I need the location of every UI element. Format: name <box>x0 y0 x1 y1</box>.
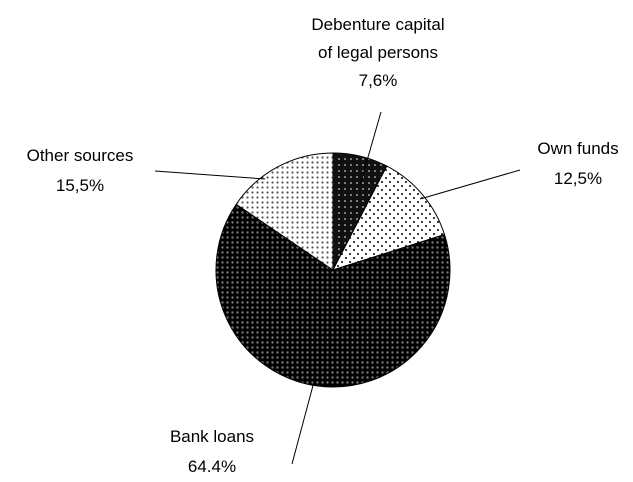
pie-slice-own-funds <box>332 165 446 271</box>
leader-line-other-sources <box>154 170 266 180</box>
slice-value-bank-loans: 64.4% <box>188 457 236 476</box>
slice-label-own-funds: Own funds <box>537 139 618 158</box>
leader-line-own-funds <box>419 169 521 200</box>
slice-label-debenture-capital: of legal persons <box>318 43 438 62</box>
slice-label-debenture-capital: Debenture capital <box>311 15 444 34</box>
pie-slice-other-sources <box>235 152 334 271</box>
leader-line-bank-loans <box>291 377 316 465</box>
slice-label-other-sources: Other sources <box>27 146 134 165</box>
slice-value-own-funds: 12,5% <box>554 169 602 188</box>
slice-value-other-sources: 15,5% <box>56 176 104 195</box>
slice-value-debenture-capital: 7,6% <box>359 71 398 90</box>
slice-label-bank-loans: Bank loans <box>170 427 254 446</box>
pie-slice-bank-loans <box>215 203 451 388</box>
leader-line-debenture-capital <box>359 111 382 186</box>
